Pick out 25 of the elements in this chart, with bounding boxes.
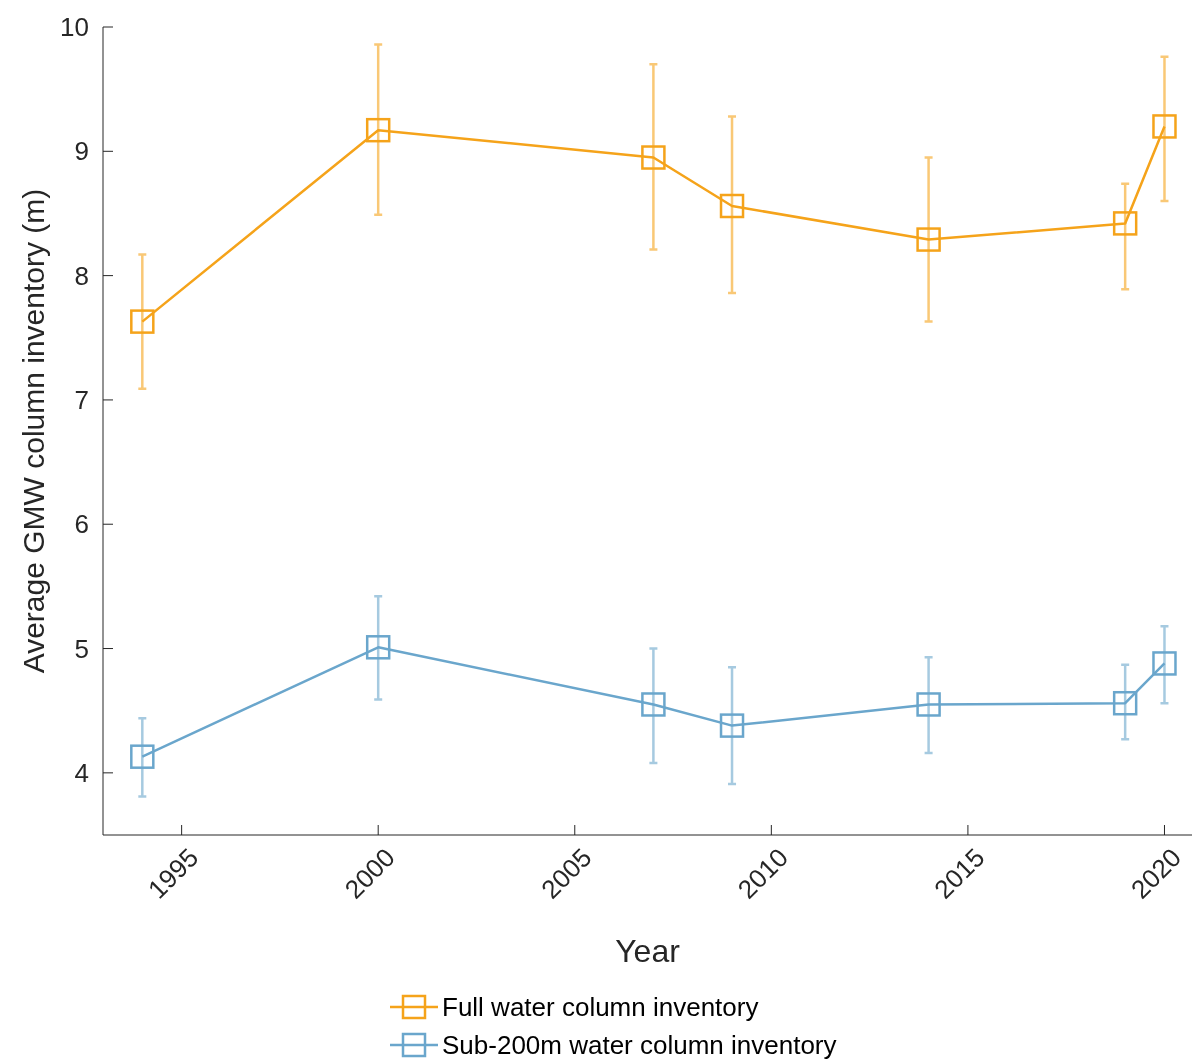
y-tick-label: 10	[60, 12, 89, 42]
y-tick-label: 9	[74, 136, 89, 167]
point	[719, 713, 745, 738]
point	[916, 227, 941, 252]
y-tick-label: 8	[74, 260, 89, 291]
y-axis-title: Average GMW column inventory (m)	[17, 188, 50, 674]
point	[365, 117, 391, 143]
point	[365, 635, 391, 660]
legend-label: Sub-200m water column inventory	[442, 1030, 837, 1060]
point	[1152, 651, 1177, 676]
y-tick-label: 7	[74, 384, 89, 415]
point	[130, 744, 155, 769]
point	[641, 145, 666, 170]
x-axis-title: Year	[615, 933, 681, 969]
point	[719, 193, 745, 219]
point	[916, 692, 941, 717]
y-tick-label: 6	[74, 509, 89, 540]
point	[1112, 690, 1138, 716]
legend-label: Full water column inventory	[442, 992, 759, 1022]
y-tick-label: 5	[74, 633, 89, 664]
point	[1112, 211, 1138, 236]
point	[130, 309, 155, 334]
point	[641, 692, 666, 717]
point	[1152, 114, 1177, 139]
y-tick-label: 4	[74, 757, 89, 788]
